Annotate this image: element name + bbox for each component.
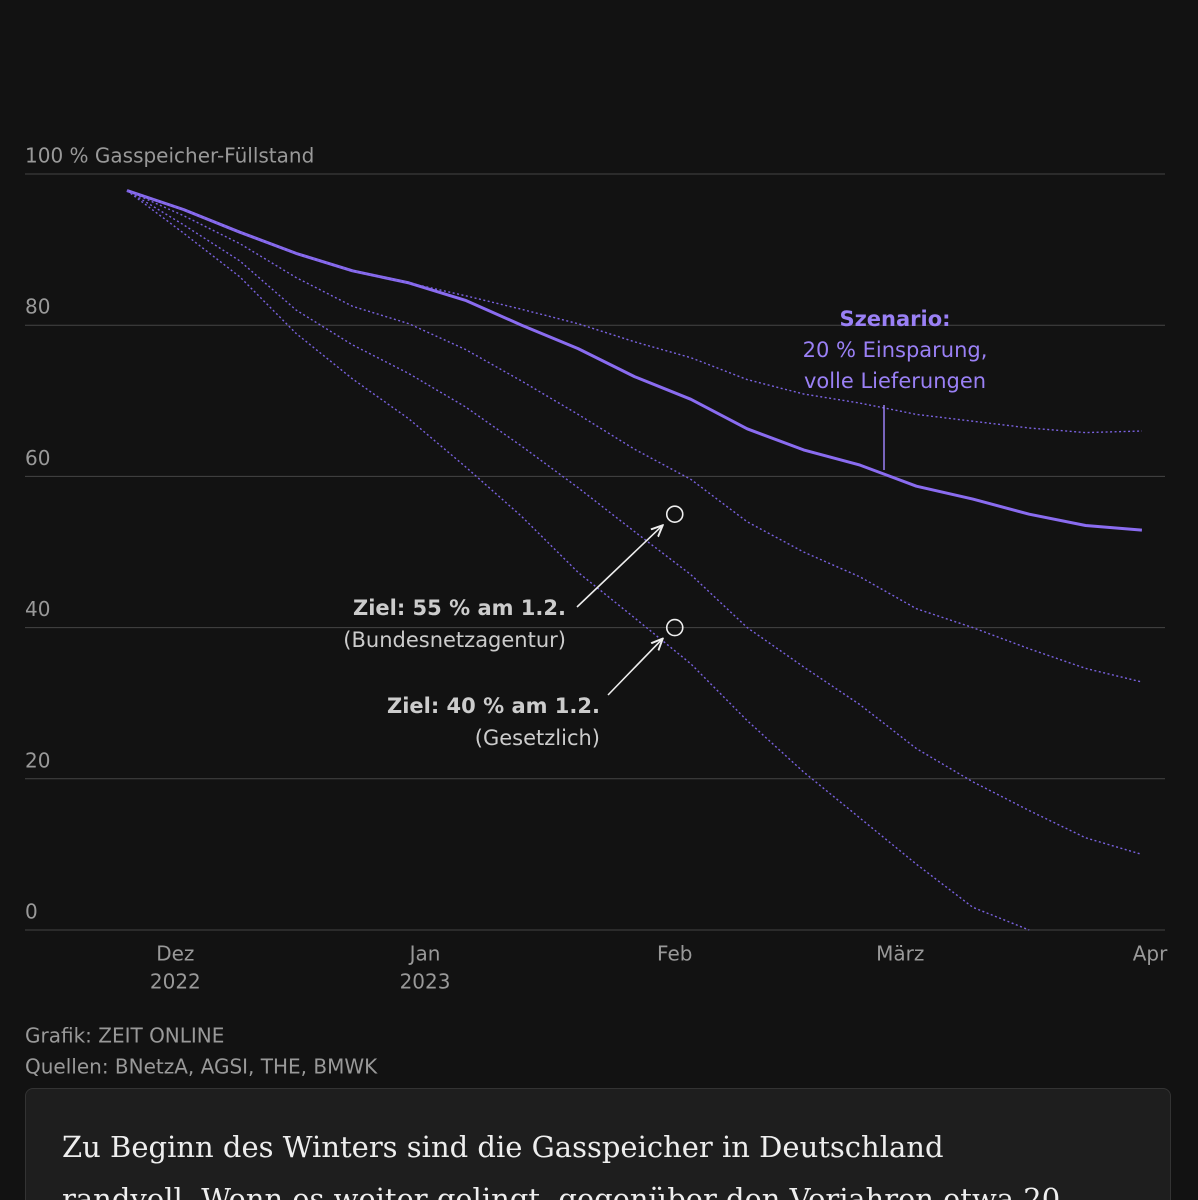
target-arrow <box>576 525 663 608</box>
series-line <box>126 189 1143 532</box>
target-marker <box>665 618 684 637</box>
series-line <box>126 189 1142 434</box>
article-line: Zu Beginn des Winters sind die Gasspeich… <box>62 1130 944 1164</box>
x-tick-label: Dez <box>156 942 194 966</box>
target-sublabel: (Gesetzlich) <box>475 726 600 750</box>
target-marker <box>665 505 684 524</box>
series-line <box>126 189 1143 683</box>
credit: Grafik: ZEIT ONLINE <box>25 1024 224 1048</box>
y-tick-label: 60 <box>25 446 50 470</box>
article-box: Zu Beginn des Winters sind die Gasspeich… <box>25 1088 1171 1200</box>
y-tick-label: 40 <box>25 597 50 621</box>
x-tick-year: 2022 <box>150 970 201 994</box>
x-tick-label: Jan <box>408 942 441 966</box>
x-tick-label: März <box>876 942 924 966</box>
target-label: Ziel: 55 % am 1.2. <box>353 596 566 620</box>
y-tick-label: 0 <box>25 900 38 924</box>
y-tick-label: 20 <box>25 748 50 772</box>
series-line <box>126 190 1030 931</box>
x-tick-year: 2023 <box>400 970 451 994</box>
x-tick-label: Feb <box>657 942 692 966</box>
x-tick-label: Apr <box>1133 942 1168 966</box>
series-line <box>126 190 1143 856</box>
target-sublabel: (Bundesnetzagentur) <box>343 628 566 652</box>
credit: Quellen: BNetzA, AGSI, THE, BMWK <box>25 1055 378 1079</box>
target-arrow <box>607 639 663 696</box>
annotation-text: 20 % Einsparung, <box>803 338 988 362</box>
target-label: Ziel: 40 % am 1.2. <box>387 694 600 718</box>
chart: 0 20 40 60 80 100 % Gasspeicher-Füllstand Dez 2… <box>25 144 1168 1079</box>
annotation-text: Szenario: <box>839 307 950 331</box>
article-line: randvoll. Wenn es weiter gelingt, gegenü… <box>62 1182 1061 1200</box>
y-tick-label: 100 % Gasspeicher-Füllstand <box>25 144 314 168</box>
annotation-text: volle Lieferungen <box>804 369 986 393</box>
y-tick-label: 80 <box>25 295 50 319</box>
